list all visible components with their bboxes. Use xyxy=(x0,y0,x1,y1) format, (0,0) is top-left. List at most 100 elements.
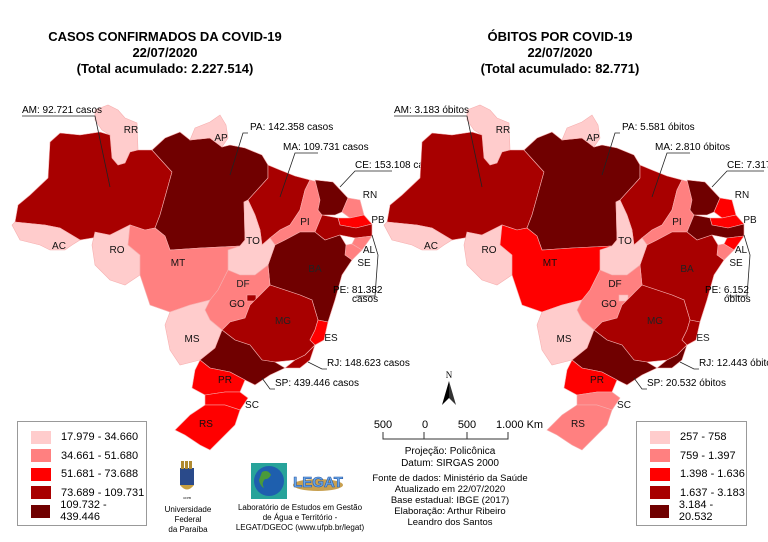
ufpb-name-line: da Paraíba xyxy=(168,525,208,534)
ufpb-seal-text: UFPB xyxy=(183,496,191,500)
callout-leader xyxy=(633,377,647,390)
right-title-line: ÓBITOS POR COVID-19 xyxy=(487,29,633,44)
datum-text: Datum: SIRGAS 2000 xyxy=(401,458,499,469)
state-rn[interactable] xyxy=(713,197,737,219)
state-ac[interactable] xyxy=(383,221,453,251)
callout-leader xyxy=(651,152,690,198)
callout-leader xyxy=(22,115,111,188)
callout-leader xyxy=(601,132,620,176)
right-map-deaths: RR AP TO PI AC RO MT DF GO MG MS ES BA PR SC RS RN PB AL SE… xyxy=(383,104,768,451)
state-label: MT xyxy=(171,258,185,269)
state-label: RO xyxy=(110,245,125,256)
state-ap[interactable] xyxy=(561,114,601,148)
callout-leader xyxy=(307,361,327,370)
source-text: Fonte de dados: Ministério da Saúde xyxy=(372,473,528,484)
state-label: AP xyxy=(586,133,600,144)
legend-label: 759 - 1.397 xyxy=(680,449,736,462)
legend-item: 759 - 1.397 xyxy=(637,447,746,466)
legend-swatch xyxy=(650,504,669,518)
legend-label: 257 - 758 xyxy=(680,431,727,444)
left-legend: 17.979 - 34.660 34.661 - 51.680 51.681 - 7… xyxy=(17,421,147,526)
state-label: DF xyxy=(608,279,621,290)
callout-leader xyxy=(728,234,751,297)
callout-rj: RJ: 12.443 óbitos xyxy=(699,358,768,369)
right-map-title: ÓBITOS POR COVID-19 22/07/2020 (Total ac… xyxy=(400,29,720,77)
state-label: MG xyxy=(647,316,663,327)
state-label: MT xyxy=(543,258,557,269)
state-am[interactable] xyxy=(14,131,173,241)
callout-pe1: PE: 6.152 xyxy=(705,285,749,296)
callout-pe1: PE: 81.382 xyxy=(333,285,383,296)
state-ce[interactable] xyxy=(686,179,721,216)
state-label: RR xyxy=(496,125,510,136)
state-am[interactable] xyxy=(386,131,545,241)
state-label: AL xyxy=(735,245,748,256)
legend-label: 1.637 - 3.183 xyxy=(680,486,745,499)
state-label: PB xyxy=(743,215,757,226)
north-label: N xyxy=(446,370,453,380)
callout-pe2: casos xyxy=(352,294,378,305)
legend-swatch xyxy=(31,486,51,500)
callout-ma: MA: 109.731 casos xyxy=(283,142,369,153)
state-label: BA xyxy=(680,264,694,275)
legend-label: 17.979 - 34.660 xyxy=(61,431,139,444)
callout-leader xyxy=(229,132,248,176)
callout-ce: CE: 7.317 óbitos xyxy=(727,160,768,171)
left-map-title: CASOS CONFIRMADOS DA COVID-19 22/07/2020… xyxy=(5,29,325,77)
callout-leader xyxy=(279,152,318,198)
state-rj[interactable] xyxy=(656,344,688,369)
legend-swatch xyxy=(31,449,51,463)
state-rs[interactable] xyxy=(174,404,241,451)
state-ac[interactable] xyxy=(11,221,81,251)
state-label: RO xyxy=(482,245,497,256)
scale-tick: 500 xyxy=(458,419,476,431)
scale-tick: 1.000 Km xyxy=(496,419,543,431)
scale-tick: 500 xyxy=(374,419,392,431)
legat-name-line: Laboratório de Estudos em Gestão xyxy=(237,503,363,512)
state-label: RN xyxy=(363,190,377,201)
left-title-total: (Total acumulado: 2.227.514) xyxy=(76,61,254,76)
callout-leader xyxy=(679,361,699,370)
north-arrow-icon: N xyxy=(442,370,456,405)
state-label: PB xyxy=(371,215,385,226)
state-label: AP xyxy=(214,133,228,144)
callout-am: AM: 3.183 óbitos xyxy=(394,105,469,116)
callout-leader xyxy=(711,170,764,188)
legend-item: 73.689 - 109.731 xyxy=(18,484,146,503)
legend-label: 3.184 - 20.532 xyxy=(678,499,714,524)
state-label: MS xyxy=(557,334,572,345)
legend-label: 1.398 - 1.636 xyxy=(680,468,745,481)
callout-am: AM: 92.721 casos xyxy=(22,105,102,116)
right-legend: 257 - 758 759 - 1.397 1.398 - 1.636 1.637 -… xyxy=(636,421,747,526)
legend-item: 34.661 - 51.680 xyxy=(18,447,146,466)
left-title-line: CASOS CONFIRMADOS DA COVID-19 xyxy=(48,29,282,44)
callout-ma: MA: 2.810 óbitos xyxy=(655,142,730,153)
state-rn[interactable] xyxy=(341,197,365,219)
map-info: Projeção: Policônica Datum: SIRGAS 2000 … xyxy=(370,446,530,528)
callout-leader xyxy=(356,234,379,297)
callout-sp: SP: 439.446 casos xyxy=(275,378,359,389)
state-label: DF xyxy=(236,279,249,290)
left-map-cases: RR AP TO PI AC RO MT DF GO MG MS ES BA PR SC RS RN PB AL SE… xyxy=(11,104,440,451)
legat-name-line: de Água e Território - xyxy=(262,513,338,522)
state-ap[interactable] xyxy=(189,114,229,148)
legend-swatch xyxy=(650,430,670,444)
state-label: RR xyxy=(124,125,138,136)
state-label: SE xyxy=(729,258,743,269)
state-ce[interactable] xyxy=(314,179,349,216)
state-label: ES xyxy=(324,333,338,344)
callout-rj: RJ: 148.623 casos xyxy=(327,358,410,369)
state-label: TO xyxy=(618,236,632,247)
scale-tick: 0 xyxy=(422,419,428,431)
state-rj[interactable] xyxy=(284,344,316,369)
author-text-2: Leandro dos Santos xyxy=(407,517,493,528)
state-label: GO xyxy=(229,299,245,310)
legend-swatch xyxy=(31,467,51,481)
ufpb-logo: UFPB xyxy=(180,461,194,500)
state-rs[interactable] xyxy=(546,404,613,451)
state-label: BA xyxy=(308,264,322,275)
state-label: TO xyxy=(246,236,260,247)
state-label: GO xyxy=(601,299,617,310)
legend-swatch xyxy=(650,467,670,481)
